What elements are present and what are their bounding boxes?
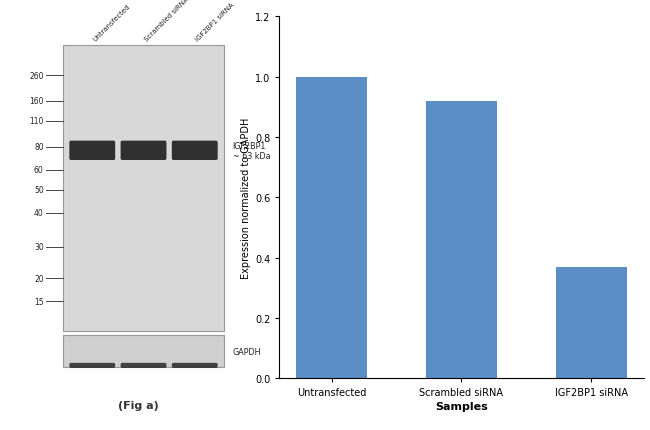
Text: Untransfected: Untransfected [92, 3, 131, 43]
Text: 80: 80 [34, 143, 44, 152]
Bar [556, 267, 627, 378]
Bar [62, 335, 224, 368]
Text: 20: 20 [34, 274, 44, 283]
FancyBboxPatch shape [172, 141, 218, 161]
Text: 50: 50 [34, 186, 44, 195]
Text: 30: 30 [34, 243, 44, 252]
Text: 60: 60 [34, 166, 44, 175]
FancyBboxPatch shape [121, 141, 166, 161]
Text: 260: 260 [29, 71, 44, 80]
Text: GAPDH: GAPDH [233, 347, 261, 356]
Y-axis label: Expression normalized to GAPDH: Expression normalized to GAPDH [240, 117, 251, 278]
Bar [62, 46, 224, 332]
Text: IGF2BP1
~ 63 kDa: IGF2BP1 ~ 63 kDa [233, 141, 270, 161]
Text: Scrambled siRNA: Scrambled siRNA [144, 0, 190, 43]
Text: 40: 40 [34, 209, 44, 218]
FancyBboxPatch shape [70, 363, 115, 368]
Bar [296, 77, 367, 378]
FancyBboxPatch shape [172, 363, 218, 368]
Text: IGF2BP1 siRNA: IGF2BP1 siRNA [195, 2, 235, 43]
Bar [426, 101, 497, 378]
FancyBboxPatch shape [70, 141, 115, 161]
Text: 110: 110 [29, 117, 44, 126]
X-axis label: Samples: Samples [435, 402, 488, 412]
Text: (Fig a): (Fig a) [118, 400, 159, 410]
Text: 15: 15 [34, 297, 44, 306]
Text: 160: 160 [29, 97, 44, 106]
FancyBboxPatch shape [121, 363, 166, 368]
